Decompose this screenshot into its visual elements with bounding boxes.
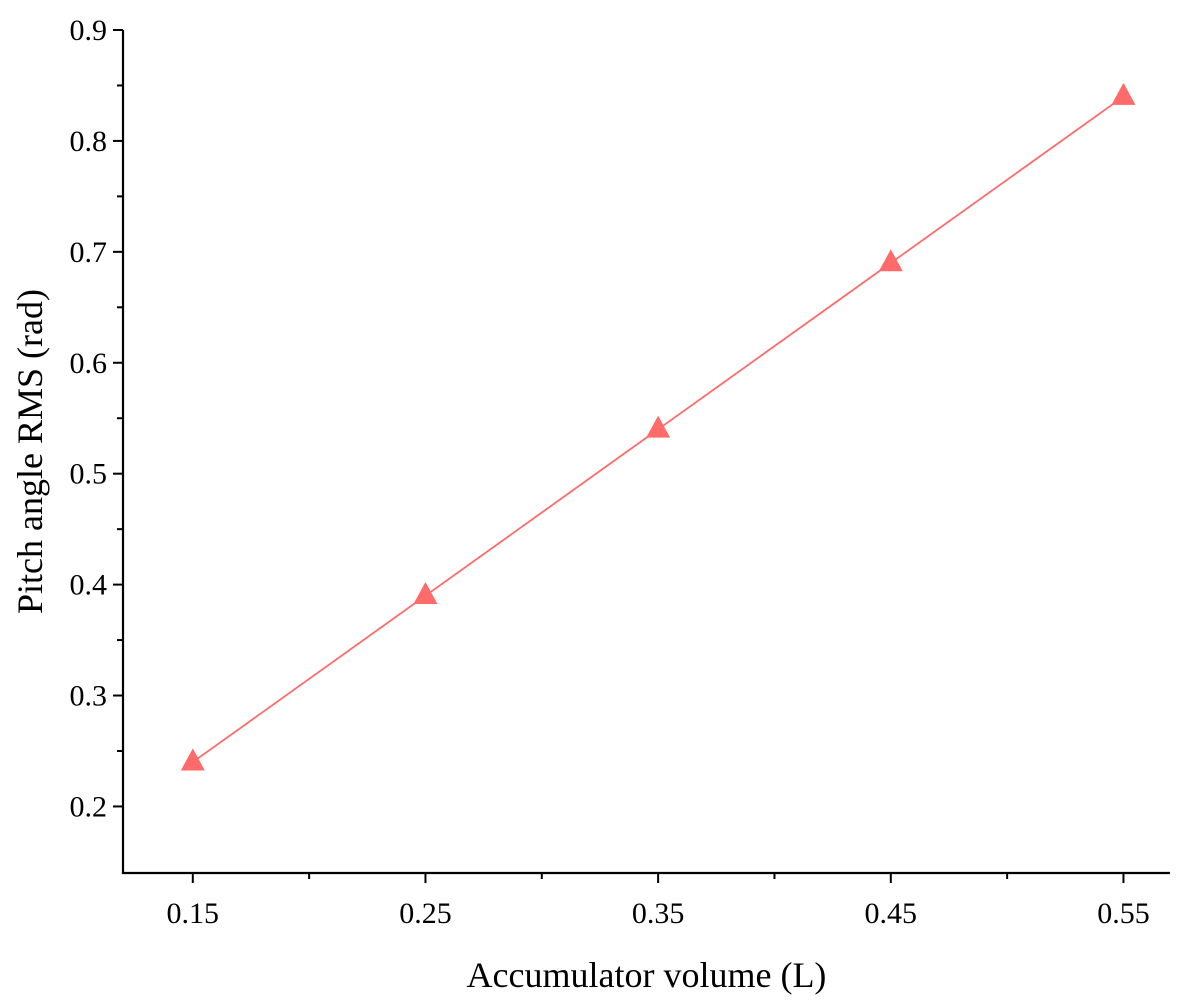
y-tick-label: 0.5 [70,458,108,491]
series-layer [180,82,1136,771]
ticks-layer: 0.15 0.25 0.35 0.45 0.55 0.2 0.3 0.4 0.5 0.6 0.7 0.… [70,14,1150,930]
triangle-marker [878,249,903,272]
y-tick-label: 0.2 [70,790,108,823]
y-tick-label: 0.3 [70,680,108,713]
x-tick-label: 0.55 [1097,897,1150,930]
y-tick-label: 0.7 [70,236,108,269]
y-tick-label: 0.4 [70,569,108,602]
axis-frame [121,30,1170,875]
triangle-marker [413,582,438,605]
triangle-marker [1111,82,1136,105]
x-tick-label: 0.45 [865,897,918,930]
y-tick-label: 0.6 [70,347,108,380]
x-tick-label: 0.25 [399,897,452,930]
axes-layer [121,30,1170,875]
x-tick-label: 0.35 [632,897,685,930]
y-tick-label: 0.8 [70,125,108,158]
triangle-marker [646,415,671,438]
x-axis-title: Accumulator volume (L) [467,955,827,995]
y-tick-label: 0.9 [70,14,108,47]
y-axis-title: Pitch angle RMS (rad) [10,289,50,614]
x-tick-label: 0.15 [167,897,220,930]
triangle-marker [180,748,205,771]
